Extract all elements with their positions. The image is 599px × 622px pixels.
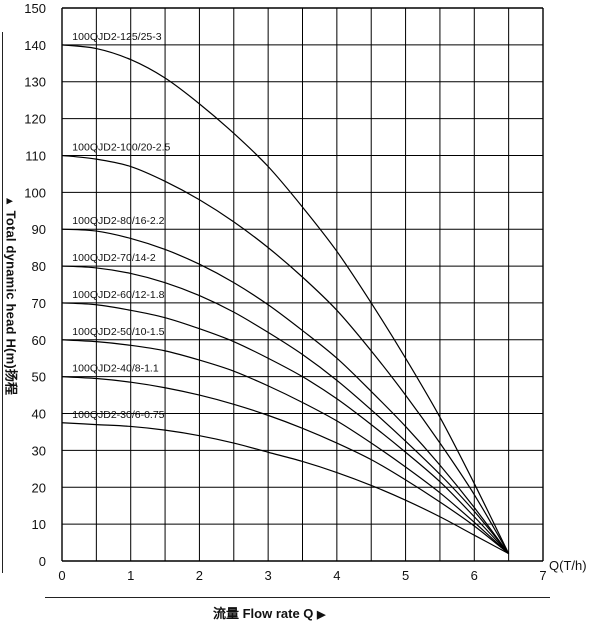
y-tick-label: 30 xyxy=(32,443,46,458)
grid xyxy=(61,7,544,562)
y-tick-label: 70 xyxy=(32,296,46,311)
y-tick-label: 90 xyxy=(32,222,46,237)
x-tick-label: 6 xyxy=(471,568,478,583)
y-tick-labels: 0 10 20 30 40 50 60 70 80 90 100 110 120 130 140 150 xyxy=(24,1,46,569)
y-tick-label: 40 xyxy=(32,407,46,422)
y-tick-label: 80 xyxy=(32,259,46,274)
y-tick-label: 150 xyxy=(24,1,46,16)
y-tick-label: 130 xyxy=(24,75,46,90)
y-axis-title: ▲ Total dynamic head H(m)扬程 xyxy=(3,136,22,456)
curve-label: 100QJD2-80/16-2.2 xyxy=(72,215,164,227)
curve-label: 100QJD2-125/25-3 xyxy=(72,31,161,43)
curve-label: 100QJD2-70/14-2 xyxy=(72,252,156,264)
x-axis-unit: Q(T/h) xyxy=(549,558,587,573)
curve-line xyxy=(61,228,510,554)
curve-line xyxy=(61,302,510,555)
x-tick-label: 4 xyxy=(333,568,340,583)
curve-label: 100QJD2-60/12-1.8 xyxy=(72,289,164,301)
curve-label: 100QJD2-100/20-2.5 xyxy=(72,141,170,153)
y-axis-label: Total dynamic head H(m)扬程 xyxy=(3,210,19,396)
x-tick-labels: 0 1 2 3 4 5 6 7 xyxy=(58,568,546,583)
left-rule xyxy=(2,32,3,573)
x-tick-label: 3 xyxy=(265,568,272,583)
curves xyxy=(61,44,510,555)
curve-line xyxy=(61,265,510,555)
y-tick-label: 10 xyxy=(32,517,46,532)
y-tick-label: 140 xyxy=(24,38,46,53)
y-tick-label: 100 xyxy=(24,185,46,200)
x-tick-label: 7 xyxy=(539,568,546,583)
x-tick-label: 5 xyxy=(402,568,409,583)
up-arrow-icon: ▲ xyxy=(3,195,16,207)
y-tick-label: 60 xyxy=(32,333,46,348)
curve-line xyxy=(61,422,509,555)
y-tick-label: 20 xyxy=(32,480,46,495)
x-axis-label: 流量 Flow rate Q xyxy=(213,606,314,621)
y-tick-label: 110 xyxy=(25,148,46,163)
x-axis-title: 流量 Flow rate Q ▶ xyxy=(213,603,326,622)
right-arrow-icon: ▶ xyxy=(317,609,326,621)
curve-line xyxy=(61,339,510,555)
curve-label: 100QJD2-50/10-1.5 xyxy=(72,326,164,338)
x-tick-label: 0 xyxy=(58,568,65,583)
x-tick-label: 2 xyxy=(196,568,203,583)
curve-label: 100QJD2-40/8-1.1 xyxy=(72,363,159,375)
x-tick-label: 1 xyxy=(127,568,134,583)
curve-line xyxy=(61,376,510,555)
y-tick-label: 0 xyxy=(39,554,46,569)
curve-labels: 100QJD2-125/25-3 100QJD2-100/20-2.5 100QJD… xyxy=(72,31,170,421)
curve-label: 100QJD2-30/6-0.75 xyxy=(72,409,164,421)
curve-line xyxy=(61,154,510,554)
y-tick-label: 50 xyxy=(32,370,46,385)
y-tick-label: 120 xyxy=(24,112,46,127)
bottom-rule xyxy=(45,597,550,598)
curve-line xyxy=(61,44,510,554)
